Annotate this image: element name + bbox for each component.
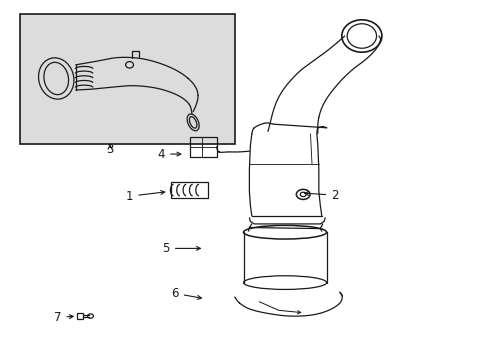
Text: 2: 2 bbox=[304, 189, 338, 202]
Text: 6: 6 bbox=[171, 287, 201, 300]
Bar bbox=[20, 14, 234, 144]
Text: 7: 7 bbox=[54, 311, 73, 324]
Ellipse shape bbox=[44, 62, 68, 95]
Bar bbox=[189, 137, 216, 157]
Ellipse shape bbox=[39, 58, 74, 99]
Text: 4: 4 bbox=[157, 148, 181, 161]
Bar bbox=[171, 182, 207, 198]
Text: 3: 3 bbox=[106, 143, 114, 156]
Bar bbox=[77, 313, 82, 319]
Text: 5: 5 bbox=[162, 242, 200, 255]
Text: 1: 1 bbox=[125, 190, 164, 203]
Ellipse shape bbox=[187, 114, 199, 131]
